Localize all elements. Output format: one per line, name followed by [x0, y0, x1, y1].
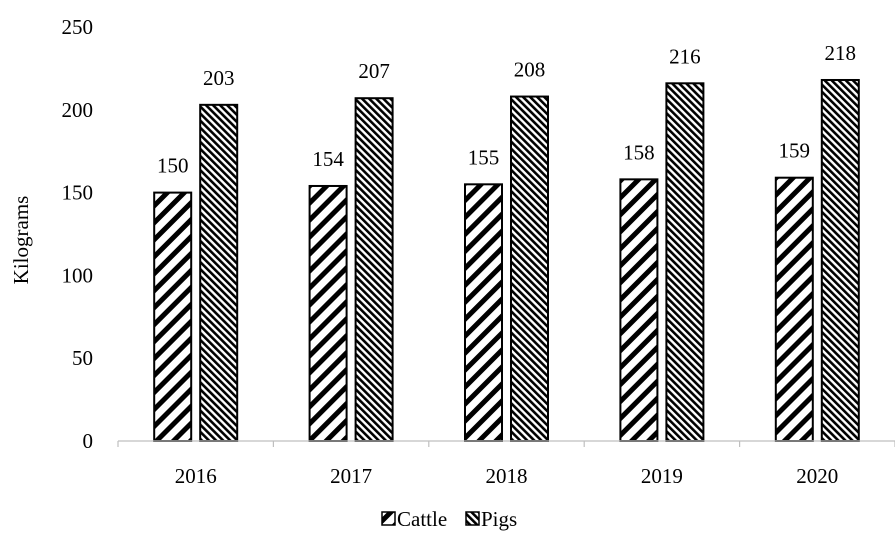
- bar-cattle: [153, 191, 193, 442]
- bars-group: 150 203 154 207 155 208 158 216 159 218: [153, 41, 860, 443]
- y-axis-ticks: 0 50 100 150 200 250: [62, 15, 94, 453]
- legend-label-pigs: Pigs: [481, 507, 517, 531]
- x-tick-label: 2020: [796, 464, 838, 488]
- data-label-pigs: 208: [514, 58, 546, 82]
- bar-cattle: [308, 184, 348, 442]
- bar-pigs: [820, 78, 860, 442]
- y-axis-title: Kilograms: [9, 196, 33, 285]
- data-label-cattle: 150: [157, 154, 189, 178]
- y-tick-label: 250: [62, 15, 94, 39]
- bar-pigs: [510, 95, 549, 442]
- data-label-cattle: 154: [312, 147, 344, 171]
- legend: Cattle Pigs: [381, 507, 517, 531]
- y-tick-label: 200: [62, 98, 94, 122]
- y-tick-label: 150: [62, 181, 94, 205]
- bar-cattle: [774, 176, 814, 442]
- bar-pigs: [665, 82, 705, 443]
- data-label-pigs: 218: [825, 41, 857, 65]
- data-label-pigs: 203: [203, 66, 235, 90]
- bar-cattle: [619, 178, 659, 443]
- data-label-cattle: 158: [623, 140, 655, 164]
- bar-cattle: [464, 183, 503, 442]
- bar-pigs: [354, 97, 394, 442]
- x-tick-label: 2016: [175, 464, 217, 488]
- y-tick-label: 100: [62, 263, 94, 287]
- x-tick-label: 2017: [330, 464, 372, 488]
- y-tick-label: 50: [72, 346, 93, 370]
- x-axis-ticks: 2016 2017 2018 2019 2020: [117, 441, 895, 488]
- bar-pigs: [199, 103, 239, 442]
- legend-label-cattle: Cattle: [397, 507, 447, 531]
- x-tick-label: 2018: [486, 464, 528, 488]
- x-tick-label: 2019: [641, 464, 683, 488]
- data-label-cattle: 155: [468, 145, 500, 169]
- data-label-pigs: 207: [358, 59, 390, 83]
- data-label-cattle: 159: [779, 139, 811, 163]
- legend-swatch-cattle: [381, 511, 396, 526]
- data-label-pigs: 216: [669, 44, 701, 68]
- y-tick-label: 0: [83, 429, 94, 453]
- legend-swatch-pigs: [465, 511, 480, 526]
